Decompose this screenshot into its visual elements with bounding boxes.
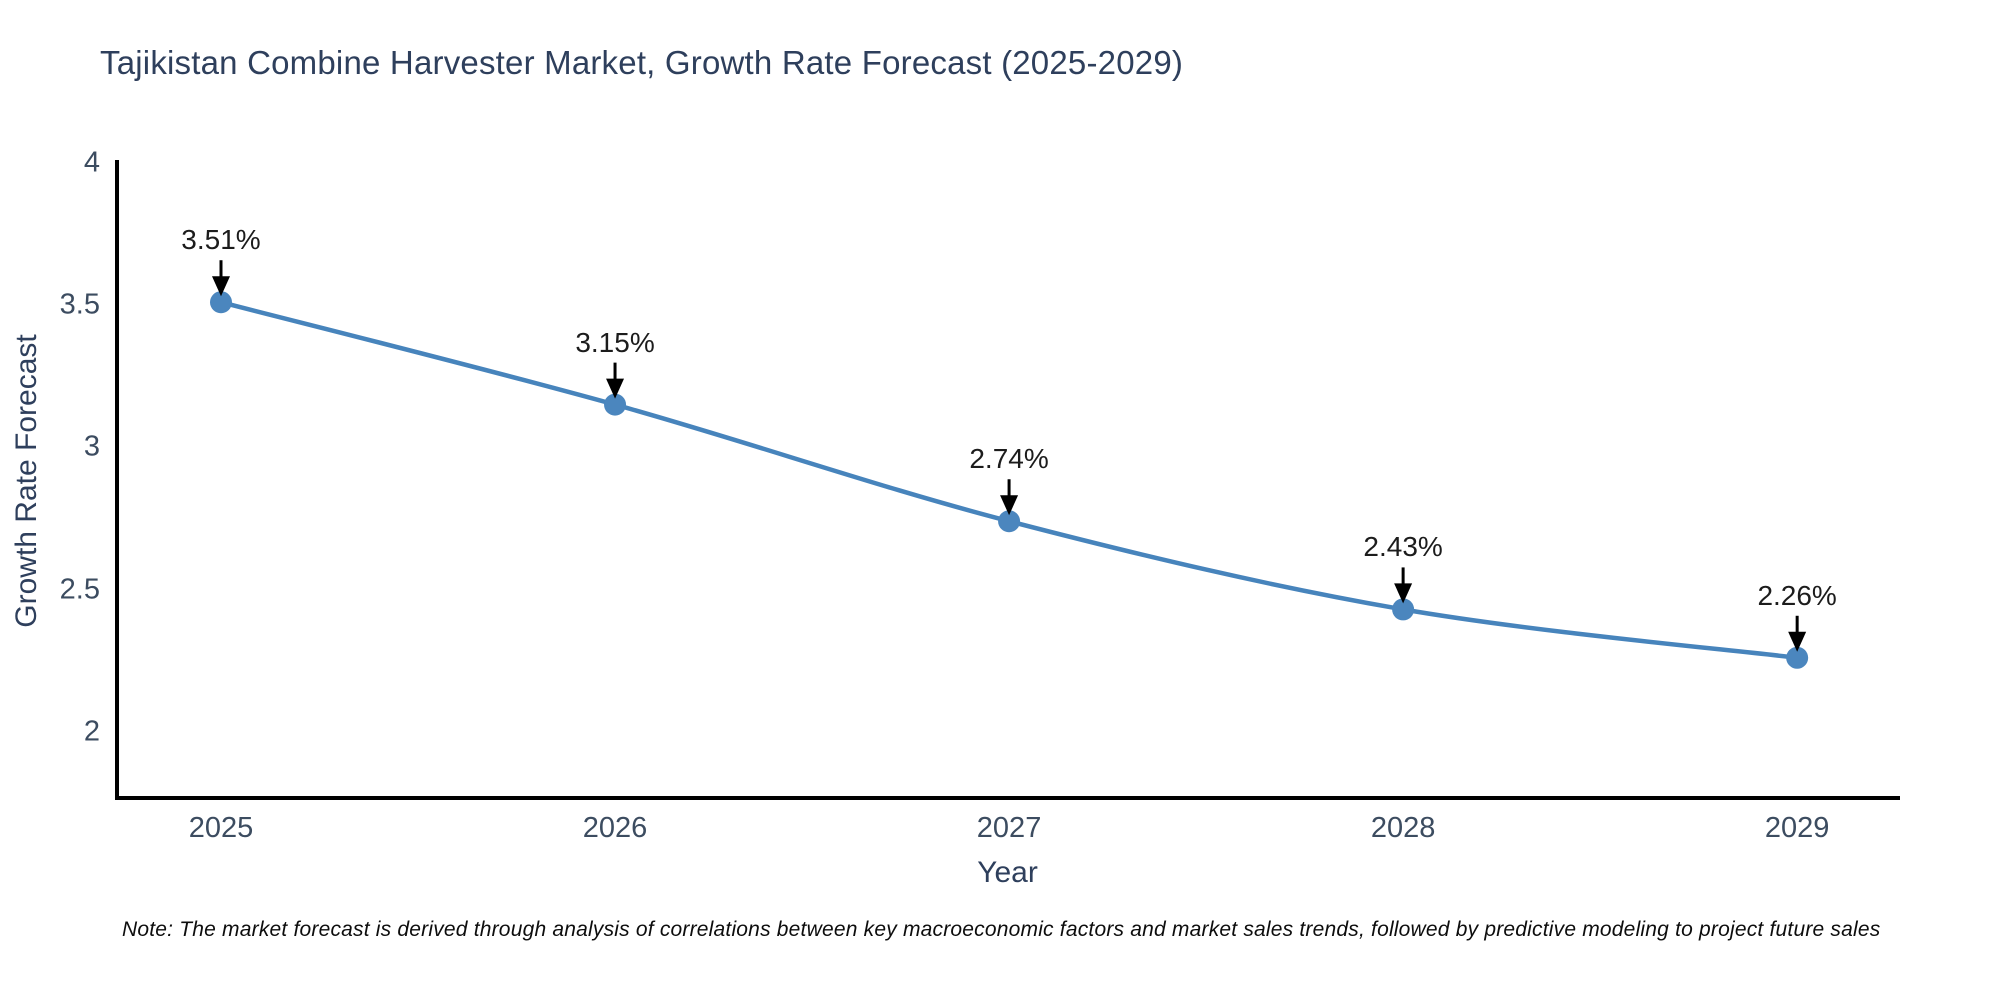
point-annotation-label-2028: 2.43% — [1363, 531, 1443, 563]
data-point-marker-2026 — [604, 393, 627, 416]
annotation-arrowhead — [211, 276, 230, 297]
chart-title: Tajikistan Combine Harvester Market, Gro… — [100, 44, 1184, 81]
x-tick-label: 2027 — [976, 812, 1042, 844]
y-tick-label: 2 — [83, 715, 100, 748]
x-tick-label: 2026 — [582, 812, 648, 844]
x-tick-label: 2029 — [1764, 812, 1830, 844]
x-tick-label: 2028 — [1370, 812, 1436, 844]
y-tick-label: 3.5 — [59, 288, 100, 321]
annotation-arrowhead — [606, 378, 625, 399]
data-point-marker-2025 — [209, 291, 232, 314]
data-point-marker-2027 — [998, 510, 1021, 533]
y-tick-label: 2.5 — [59, 573, 100, 605]
point-annotation-label-2025: 3.51% — [181, 224, 261, 256]
plot-area — [115, 160, 1900, 800]
y-tick-label: 4 — [83, 146, 100, 179]
x-axis-title: Year — [977, 856, 1038, 889]
point-annotation-label-2029: 2.26% — [1757, 579, 1837, 611]
data-point-marker-2029 — [1786, 646, 1809, 669]
data-point-marker-2028 — [1392, 598, 1415, 621]
annotation-arrowhead — [1788, 631, 1807, 652]
annotation-arrowhead — [1000, 495, 1019, 516]
y-tick-label: 3 — [83, 430, 100, 463]
point-annotation-label-2026: 3.15% — [575, 326, 655, 358]
footnote: Note: The market forecast is derived thr… — [122, 918, 1881, 941]
point-annotation-label-2027: 2.74% — [969, 443, 1049, 475]
annotation-arrowhead — [1394, 583, 1413, 604]
x-tick-label: 2025 — [188, 812, 254, 844]
